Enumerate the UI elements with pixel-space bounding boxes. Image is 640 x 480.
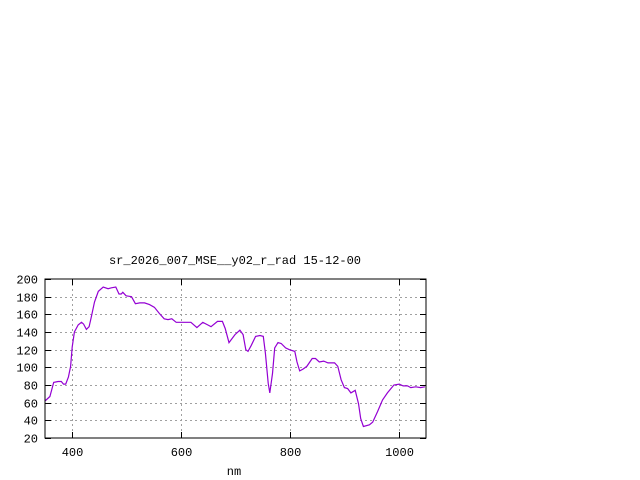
grid — [45, 279, 426, 438]
x-tick-label: 1000 — [385, 446, 414, 460]
y-tick-label: 180 — [16, 292, 38, 306]
x-axis-label: nm — [227, 465, 241, 479]
y-tick-label: 100 — [16, 362, 38, 376]
y-tick-label: 20 — [24, 433, 38, 447]
y-tick-label: 120 — [16, 345, 38, 359]
x-tick-label: 400 — [62, 446, 84, 460]
y-tick-label: 40 — [24, 415, 38, 429]
y-tick-label: 160 — [16, 309, 38, 323]
ticks: 20 40 60 80 100 120 140 160 180 200 400 600 800 1000 — [16, 274, 426, 460]
y-tick-label: 60 — [24, 398, 38, 412]
x-tick-label: 600 — [171, 446, 193, 460]
y-tick-label: 140 — [16, 327, 38, 341]
series-line — [44, 286, 426, 428]
plot-border — [44, 278, 427, 439]
series — [44, 286, 426, 428]
y-tick-label: 80 — [24, 380, 38, 394]
x-tick-label: 800 — [280, 446, 302, 460]
y-tick-label: 200 — [16, 274, 38, 288]
chart-title: sr_2026_007_MSE__y02_r_rad 15-12-00 — [109, 254, 361, 268]
